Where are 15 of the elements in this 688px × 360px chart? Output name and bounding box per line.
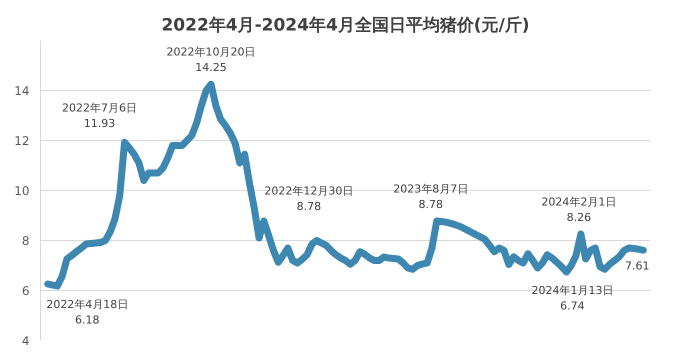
y-tick-label: 4 <box>22 334 30 348</box>
y-tick-label: 12 <box>14 134 30 148</box>
annotation: 2024年1月13日 6.74 <box>531 284 614 313</box>
y-tick-label: 14 <box>14 84 30 98</box>
annotation: 2022年4月18日 6.18 <box>46 298 128 327</box>
chart-title: 2022年4月-2024年4月全国日平均猪价(元/斤) <box>161 16 530 36</box>
annotation: 2023年8月7日 8.78 <box>393 182 468 211</box>
annotation: 2024年2月1日 8.26 <box>541 195 616 224</box>
y-tick-label: 8 <box>22 234 30 248</box>
annotation: 2022年10月20日 14.25 <box>166 46 256 74</box>
y-tick-label: 10 <box>14 184 30 198</box>
annotation: 2022年7月6日 11.93 <box>62 102 138 130</box>
annotation: 7.61 <box>625 259 650 272</box>
y-tick-label: 6 <box>22 284 30 298</box>
annotation: 2022年12月30日 8.78 <box>264 184 354 213</box>
